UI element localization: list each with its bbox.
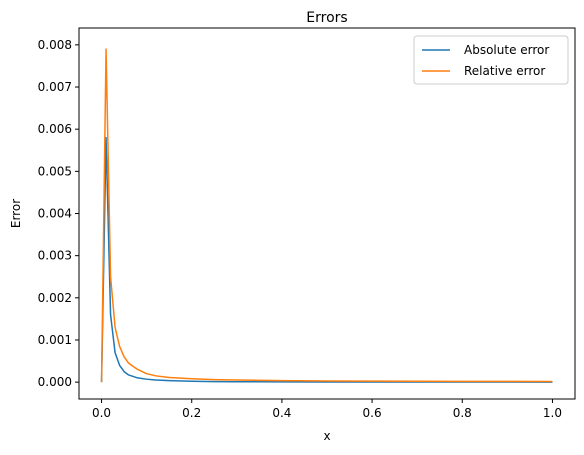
y-axis-ticks: 0.000 0.001 0.002 0.003 0.004 0.005 0.006 0.007… — [38, 38, 79, 389]
y-tick-label: 0.002 — [38, 291, 72, 305]
y-tick-label: 0.008 — [38, 38, 72, 52]
y-tick-label: 0.000 — [38, 375, 72, 389]
x-tick-label: 0.6 — [363, 406, 382, 420]
legend-label: Relative error — [464, 64, 545, 78]
y-tick-label: 0.005 — [38, 164, 72, 178]
plot-layer — [100, 48, 553, 383]
series-line-absolute-error — [100, 136, 553, 383]
y-tick-label: 0.003 — [38, 249, 72, 263]
legend: Absolute error Relative error — [413, 35, 569, 85]
y-tick-label: 0.004 — [38, 207, 72, 221]
x-tick-label: 0.0 — [92, 406, 111, 420]
x-axis-ticks: 0.0 0.2 0.4 0.6 0.8 1.0 — [92, 399, 562, 420]
series-line-relative-error — [100, 48, 553, 383]
x-tick-label: 0.2 — [182, 406, 201, 420]
y-axis-label: Error — [9, 199, 23, 228]
legend-box — [413, 35, 569, 85]
y-tick-label: 0.006 — [38, 122, 72, 136]
x-tick-label: 0.8 — [453, 406, 472, 420]
legend-label: Absolute error — [464, 43, 549, 57]
x-tick-label: 1.0 — [543, 406, 562, 420]
chart-title: Errors — [306, 10, 347, 26]
y-tick-label: 0.007 — [38, 80, 72, 94]
y-tick-label: 0.001 — [38, 333, 72, 347]
x-axis-label: x — [323, 429, 330, 443]
x-tick-label: 0.4 — [272, 406, 291, 420]
